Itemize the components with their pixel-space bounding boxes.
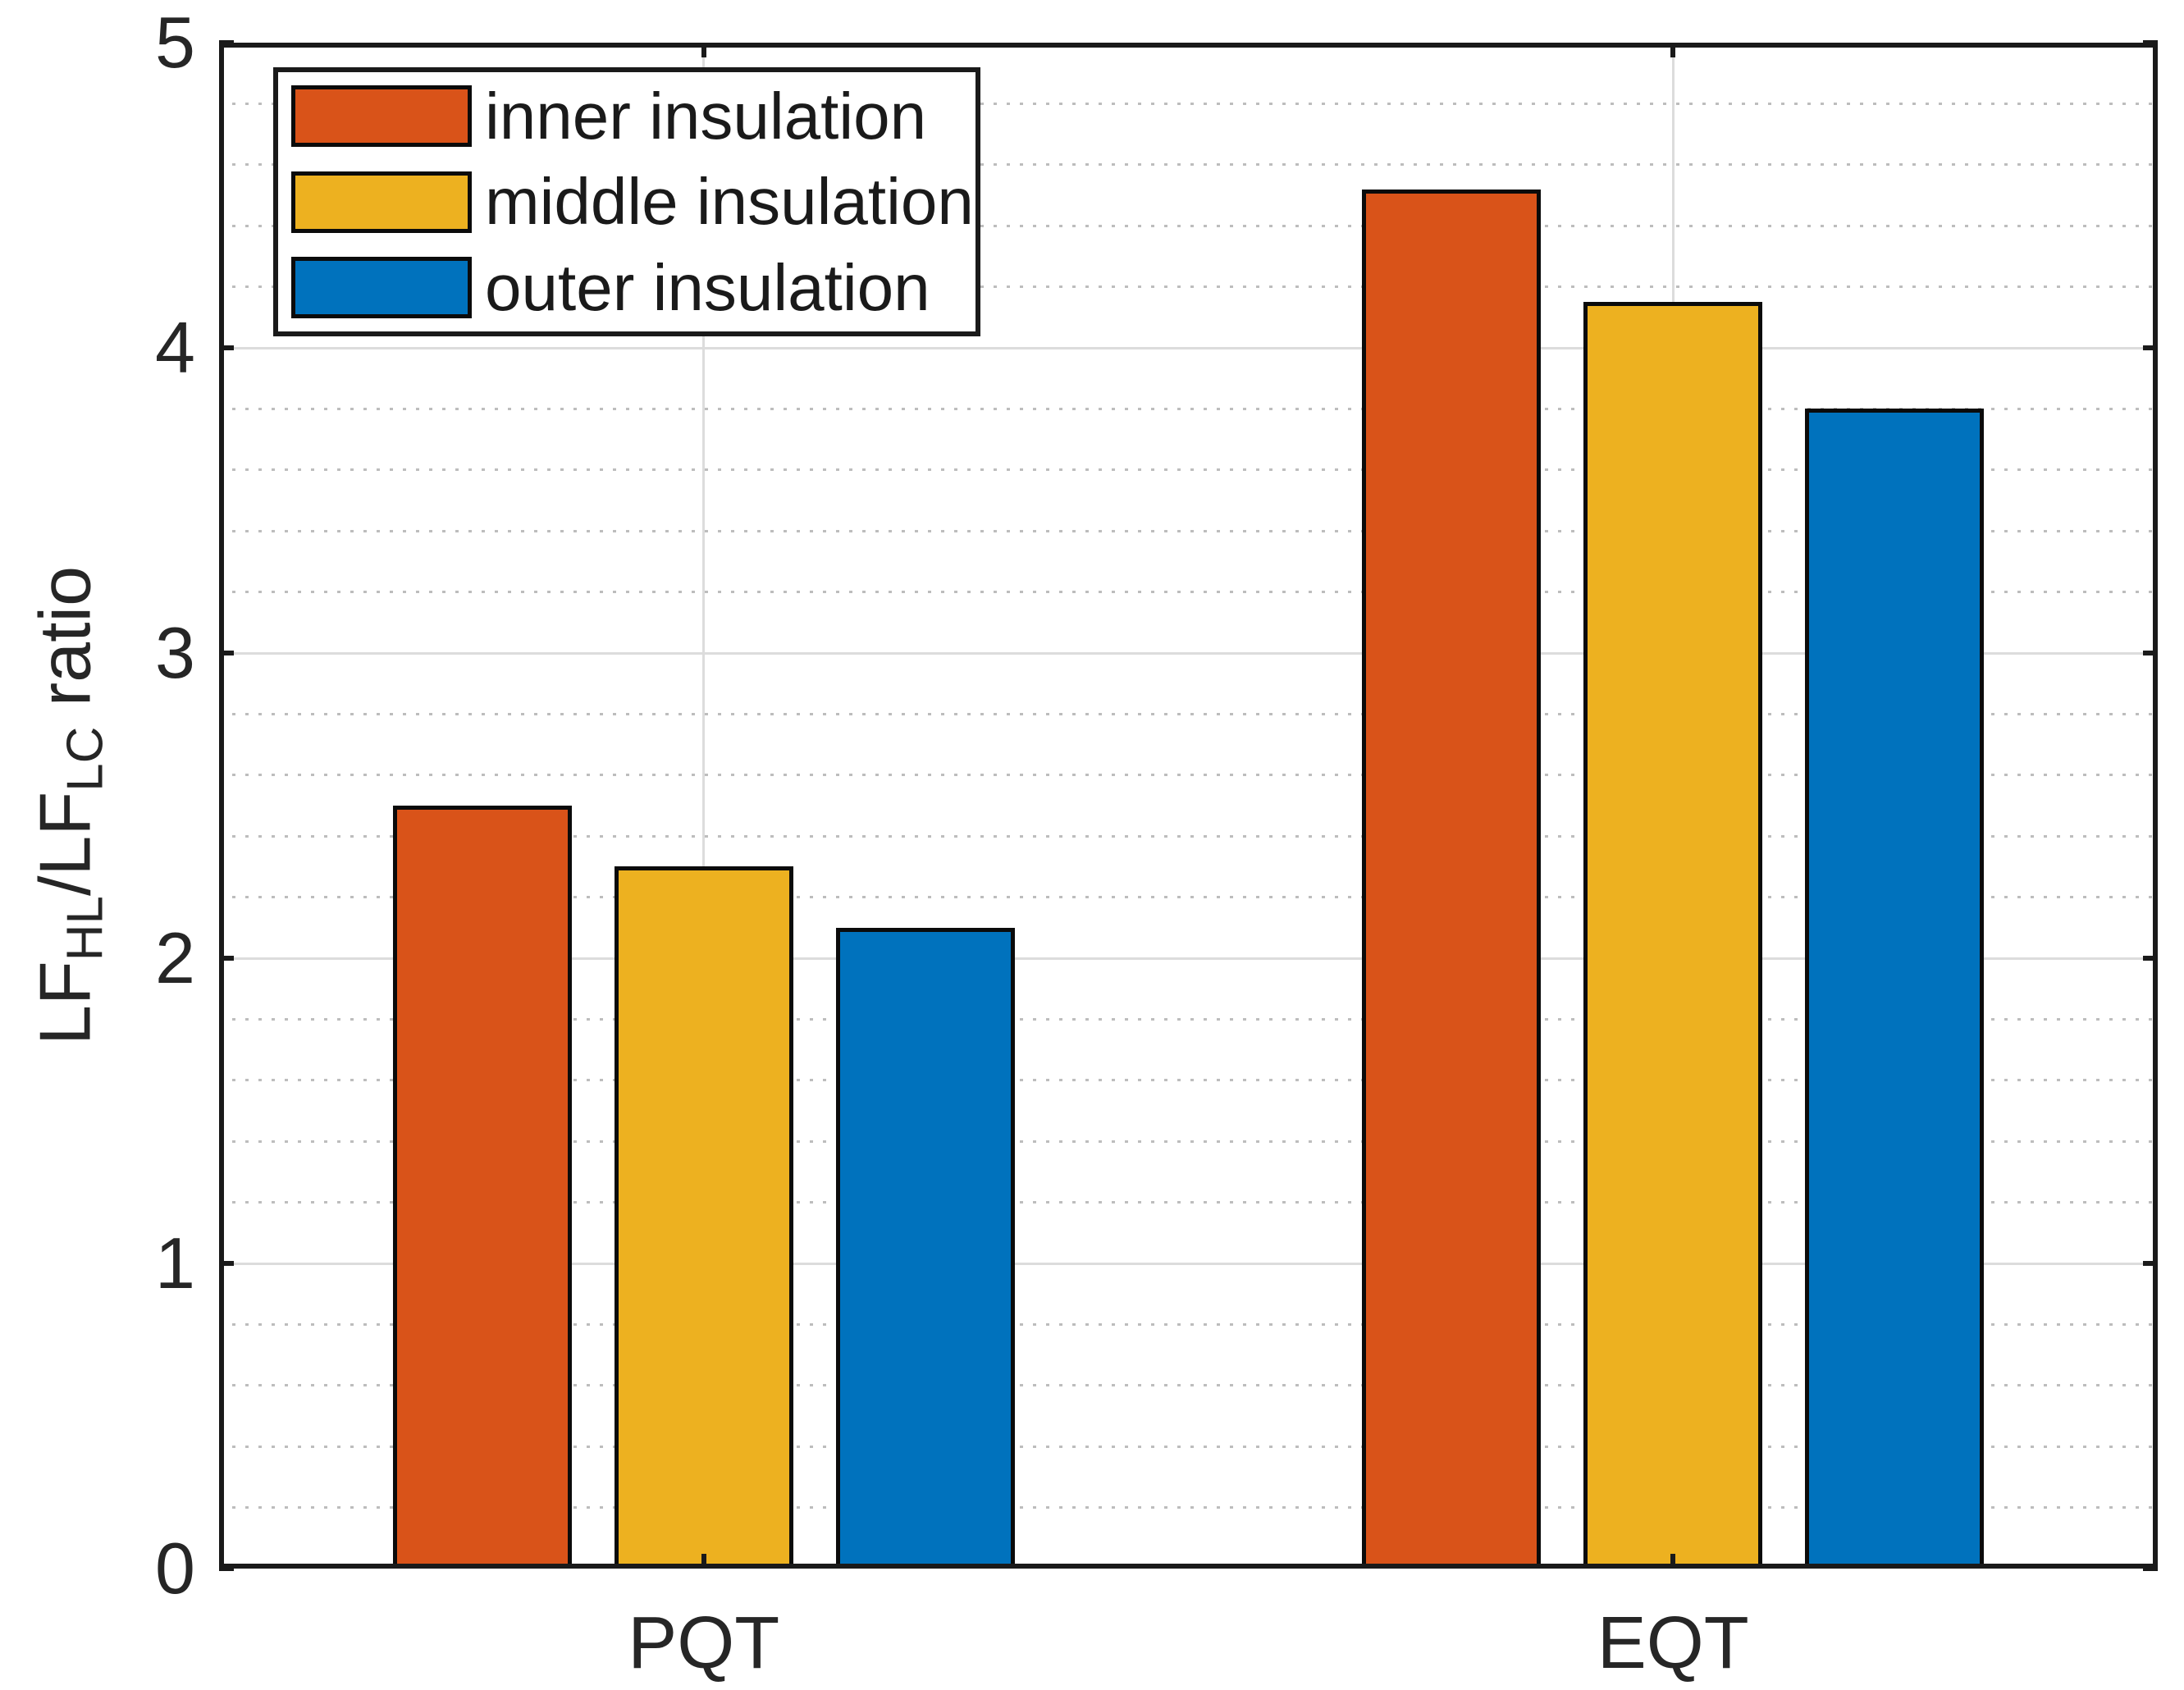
bar-eqt-inner bbox=[1362, 189, 1542, 1569]
legend: inner insulation middle insulation outer i… bbox=[273, 67, 980, 336]
minor-gridline-y bbox=[219, 1322, 2158, 1326]
legend-row-outer: outer insulation bbox=[291, 250, 967, 324]
y-axis-label-subscript: LC bbox=[57, 726, 114, 792]
minor-gridline-y bbox=[219, 1384, 2158, 1387]
minor-gridline-y bbox=[219, 285, 2158, 289]
y-tick-left bbox=[219, 40, 234, 45]
legend-row-middle: middle insulation bbox=[291, 169, 974, 235]
bar-pqt-outer bbox=[835, 927, 1015, 1569]
y-axis-label-part: ratio bbox=[24, 565, 106, 727]
y-tick-left bbox=[219, 956, 234, 961]
minor-gridline-y bbox=[219, 163, 2158, 167]
minor-gridline-y bbox=[219, 468, 2158, 472]
minor-gridline-y bbox=[219, 774, 2158, 777]
y-tick-label: 4 bbox=[155, 307, 195, 388]
minor-gridline-y bbox=[219, 712, 2158, 715]
major-gridline-y bbox=[219, 346, 2158, 349]
x-tick-bottom bbox=[1670, 1554, 1676, 1569]
major-gridline-y bbox=[219, 651, 2158, 655]
minor-gridline-y bbox=[219, 102, 2158, 105]
minor-gridline-y bbox=[219, 529, 2158, 532]
bar-pqt-inner bbox=[392, 806, 572, 1569]
y-tick-left bbox=[219, 1261, 234, 1266]
y-tick-label: 0 bbox=[155, 1528, 195, 1609]
y-tick-right bbox=[2143, 40, 2158, 45]
minor-gridline-y bbox=[219, 1017, 2158, 1021]
minor-gridline-y bbox=[219, 407, 2158, 410]
y-axis-label-subscript: HL bbox=[57, 896, 114, 961]
minor-gridline-y bbox=[219, 1506, 2158, 1510]
bar-pqt-middle bbox=[614, 866, 793, 1569]
x-tick-label-eqt: EQT bbox=[1597, 1602, 1749, 1684]
y-tick-right bbox=[2143, 956, 2158, 961]
y-tick-right bbox=[2143, 1566, 2158, 1571]
major-gridline-y bbox=[219, 1262, 2158, 1265]
y-tick-left bbox=[219, 345, 234, 350]
minor-gridline-y bbox=[219, 224, 2158, 227]
y-tick-label: 2 bbox=[155, 917, 195, 998]
legend-label: middle insulation bbox=[485, 165, 974, 238]
x-tick-top bbox=[1670, 43, 1676, 57]
x-tick-bottom bbox=[701, 1554, 706, 1569]
minor-gridline-y bbox=[219, 834, 2158, 838]
y-tick-right bbox=[2143, 651, 2158, 655]
plot-area bbox=[219, 40, 2158, 1571]
y-tick-right bbox=[2143, 345, 2158, 350]
legend-swatch-middle bbox=[291, 171, 472, 233]
x-tick-top bbox=[701, 43, 706, 57]
minor-gridline-y bbox=[219, 1140, 2158, 1143]
y-tick-right bbox=[2143, 1261, 2158, 1266]
y-axis-label: LFHL/LFLC ratio bbox=[24, 566, 115, 1045]
minor-gridline-y bbox=[219, 1445, 2158, 1448]
y-axis-label-part: LF bbox=[24, 961, 106, 1046]
legend-swatch-outer bbox=[291, 257, 472, 318]
major-gridline-y bbox=[219, 957, 2158, 960]
minor-gridline-y bbox=[219, 1079, 2158, 1082]
x-tick-label-pqt: PQT bbox=[628, 1602, 780, 1684]
y-tick-label: 1 bbox=[155, 1222, 195, 1304]
y-tick-left bbox=[219, 651, 234, 655]
bar-eqt-outer bbox=[1805, 409, 1985, 1569]
minor-gridline-y bbox=[219, 1201, 2158, 1204]
minor-gridline-y bbox=[219, 896, 2158, 899]
y-tick-label: 3 bbox=[155, 612, 195, 693]
legend-label: outer insulation bbox=[485, 250, 930, 324]
y-tick-label: 5 bbox=[155, 2, 195, 83]
y-tick-left bbox=[219, 1566, 234, 1571]
legend-swatch-inner bbox=[291, 85, 472, 147]
legend-row-inner: inner insulation bbox=[291, 79, 967, 153]
legend-label: inner insulation bbox=[485, 79, 927, 153]
bar-eqt-middle bbox=[1583, 302, 1763, 1569]
y-axis-label-part: /LF bbox=[24, 791, 106, 897]
minor-gridline-y bbox=[219, 591, 2158, 594]
major-gridline-x bbox=[702, 43, 706, 1569]
